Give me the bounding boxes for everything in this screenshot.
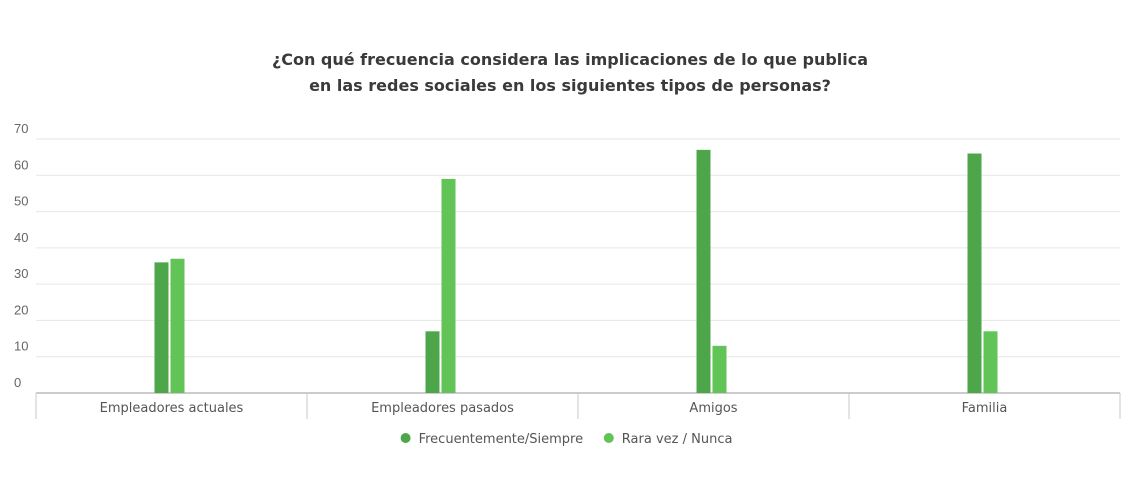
y-tick-label-50: 50 [14, 194, 28, 209]
bar-rara-vez-2 [712, 345, 727, 393]
y-tick-label-0: 0 [14, 375, 21, 390]
bar-frecuentemente-0 [154, 262, 169, 393]
chart-title: ¿Con qué frecuencia considera las implic… [0, 47, 1140, 99]
y-tick-label-60: 60 [14, 157, 28, 172]
bar-frecuentemente-3 [967, 153, 982, 393]
bar-frecuentemente-2 [696, 149, 711, 393]
chart-title-line-2: en las redes sociales en los siguientes … [309, 76, 831, 95]
bar-rara-vez-0 [170, 258, 185, 393]
bar-frecuentemente-1 [425, 331, 440, 393]
y-tick-label-40: 40 [14, 230, 28, 245]
legend-label-1: Rara vez / Nunca [622, 432, 733, 447]
bar-rara-vez-3 [983, 331, 998, 393]
chart-title-line-1: ¿Con qué frecuencia considera las implic… [271, 50, 869, 69]
x-category-label-1: Empleadores pasados [371, 401, 514, 416]
x-category-label-2: Amigos [689, 401, 737, 416]
legend-marker-1 [603, 433, 614, 443]
y-tick-label-20: 20 [14, 302, 28, 317]
legend-label-0: Frecuentemente/Siempre [419, 432, 584, 447]
bar-rara-vez-1 [441, 178, 456, 393]
x-category-label-3: Familia [962, 401, 1008, 416]
y-tick-label-70: 70 [14, 121, 28, 136]
y-tick-label-30: 30 [14, 266, 28, 281]
legend-marker-0 [400, 433, 411, 443]
y-tick-label-10: 10 [14, 339, 28, 354]
x-category-label-0: Empleadores actuales [100, 401, 244, 416]
